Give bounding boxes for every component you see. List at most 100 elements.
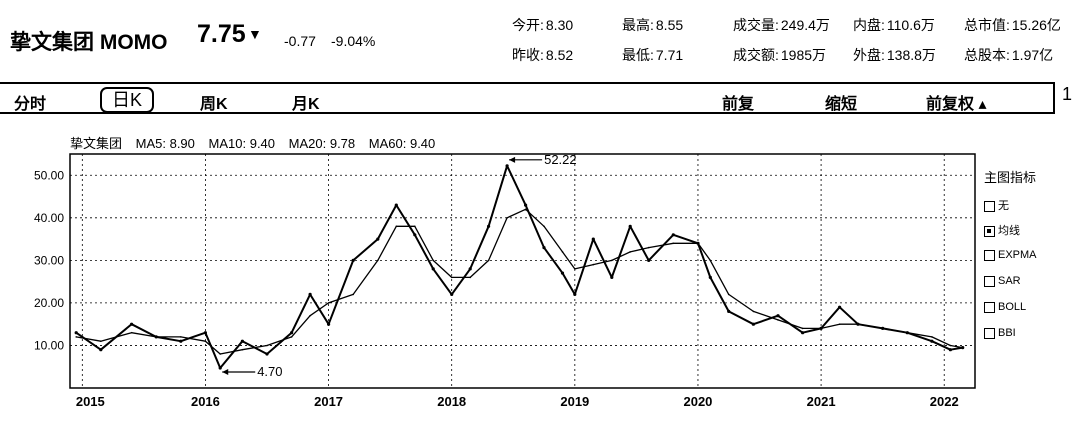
ma-point — [266, 344, 268, 347]
x-tick-label: 2015 — [76, 394, 105, 409]
stat-market-cap: 总市值: 15.26亿 — [964, 17, 1061, 33]
ma-point — [414, 225, 416, 228]
price-point — [376, 237, 380, 241]
ma5-value: MA5: 8.90 — [135, 136, 195, 151]
ma-point — [801, 327, 804, 330]
price-point — [431, 267, 435, 271]
checkbox-icon[interactable] — [984, 200, 995, 212]
annotation-label: 52.22 — [544, 152, 577, 167]
ma-point — [574, 268, 576, 270]
edge-fragment: 1 — [1062, 84, 1073, 104]
tab-monthly-k[interactable]: 月K — [292, 96, 320, 113]
ma-point — [100, 340, 102, 342]
tab-daily-k[interactable]: 日K — [100, 87, 155, 113]
indicator-bbi[interactable]: BBI — [984, 327, 1016, 339]
forward-adjust-dropdown[interactable]: 前复权 ▴ — [926, 96, 987, 113]
price-point — [776, 314, 780, 318]
price-point — [394, 203, 398, 207]
ma-point — [219, 353, 221, 355]
indicator-ma[interactable]: 均线 — [984, 222, 1020, 238]
ma-point — [377, 259, 379, 262]
indicator-boll[interactable]: BOLL — [984, 301, 1026, 313]
price-point — [505, 164, 509, 168]
stat-outer: 外盘: 138.8万 — [853, 47, 936, 63]
price-point — [99, 348, 103, 352]
annotation-arrowhead — [509, 156, 516, 163]
price-point — [265, 352, 269, 356]
price-point — [801, 331, 805, 335]
price-point — [308, 292, 312, 296]
x-tick-label: 2016 — [191, 394, 220, 409]
ma-point — [327, 302, 330, 304]
x-tick-label: 2021 — [807, 394, 836, 409]
indicator-none[interactable]: 无 — [984, 197, 1009, 213]
price-point — [751, 322, 756, 326]
ma-point — [961, 346, 964, 349]
ma-point — [672, 242, 675, 245]
ma-point — [611, 259, 613, 262]
price-point — [240, 339, 244, 343]
y-tick-label: 10.00 — [34, 338, 64, 352]
ma10-value: MA10: 9.40 — [208, 136, 276, 151]
x-tick-label: 2018 — [437, 394, 466, 409]
price-point — [450, 292, 454, 296]
y-tick-label: 30.00 — [34, 253, 64, 267]
tab-weekly-k[interactable]: 周K — [200, 96, 228, 113]
y-tick-label: 50.00 — [34, 168, 64, 182]
ma-point — [469, 276, 472, 279]
price-chart[interactable]: 10.00 20.00 30.00 40.00 50.00 2015 2016 2017 201… — [0, 148, 1080, 425]
ma-legend: 挚文集团 MA5: 8.90 MA10: 9.40 MA20: 9.78 MA6… — [70, 133, 445, 152]
x-tick-label: 2017 — [314, 394, 343, 409]
price-point — [610, 275, 614, 279]
ma-point — [709, 259, 712, 262]
price-point — [628, 224, 632, 228]
price-point — [591, 237, 595, 241]
checkbox-icon[interactable] — [984, 275, 995, 287]
y-tick-label: 20.00 — [34, 296, 64, 310]
ma-point — [727, 293, 730, 296]
annotation-arrowhead — [222, 369, 229, 376]
ma-stock-name: 挚文集团 — [70, 136, 123, 151]
ma-point — [506, 217, 508, 219]
ma-point — [450, 276, 453, 279]
x-tick-label: 2020 — [683, 394, 712, 409]
ma-point — [881, 327, 884, 330]
price-change: -0.77 — [284, 33, 316, 49]
price-point — [351, 258, 355, 262]
ma-point — [949, 344, 952, 347]
ma-point — [241, 348, 244, 351]
stat-total-shares: 总股本: 1.97亿 — [964, 47, 1054, 63]
ma-point — [75, 336, 77, 338]
stat-inner: 内盘: 110.6万 — [853, 17, 935, 33]
ma-point — [290, 336, 293, 338]
ma-point — [697, 242, 699, 245]
adjust-button[interactable]: 前复 — [722, 96, 755, 113]
ma-point — [180, 336, 182, 338]
ma-point — [857, 323, 859, 325]
price-point — [838, 305, 842, 309]
price-down-icon: ▼ — [248, 26, 262, 42]
chart-toolbar: 分时 日K 周K 月K 前复 缩短 前复权 ▴ — [0, 82, 1055, 114]
checkbox-checked-icon[interactable] — [984, 225, 995, 237]
checkbox-icon[interactable] — [984, 249, 995, 261]
ma-point — [352, 293, 355, 296]
checkbox-icon[interactable] — [984, 327, 995, 339]
price-point — [203, 331, 207, 335]
ma-point — [647, 246, 650, 249]
price-point — [573, 292, 577, 296]
stat-low: 最低: 7.71 — [622, 47, 684, 63]
price-point — [327, 322, 331, 326]
stat-high: 最高: 8.55 — [622, 17, 684, 33]
tab-intraday[interactable]: 分时 — [14, 96, 47, 113]
price-point — [130, 322, 134, 326]
stock-header: 挚文集团 MOMO 7.75 ▼ -0.77 -9.04% 今开: 8.30 最高… — [0, 0, 1080, 80]
ma-point — [487, 259, 490, 262]
ma20-value: MA20: 9.78 — [288, 136, 356, 151]
price-point — [671, 233, 675, 237]
indicator-expma[interactable]: EXPMA — [984, 249, 1037, 261]
price-point — [218, 366, 222, 370]
checkbox-icon[interactable] — [984, 301, 995, 313]
shorten-button[interactable]: 缩短 — [825, 96, 858, 113]
indicator-sar[interactable]: SAR — [984, 275, 1021, 287]
ma-point — [130, 331, 133, 334]
